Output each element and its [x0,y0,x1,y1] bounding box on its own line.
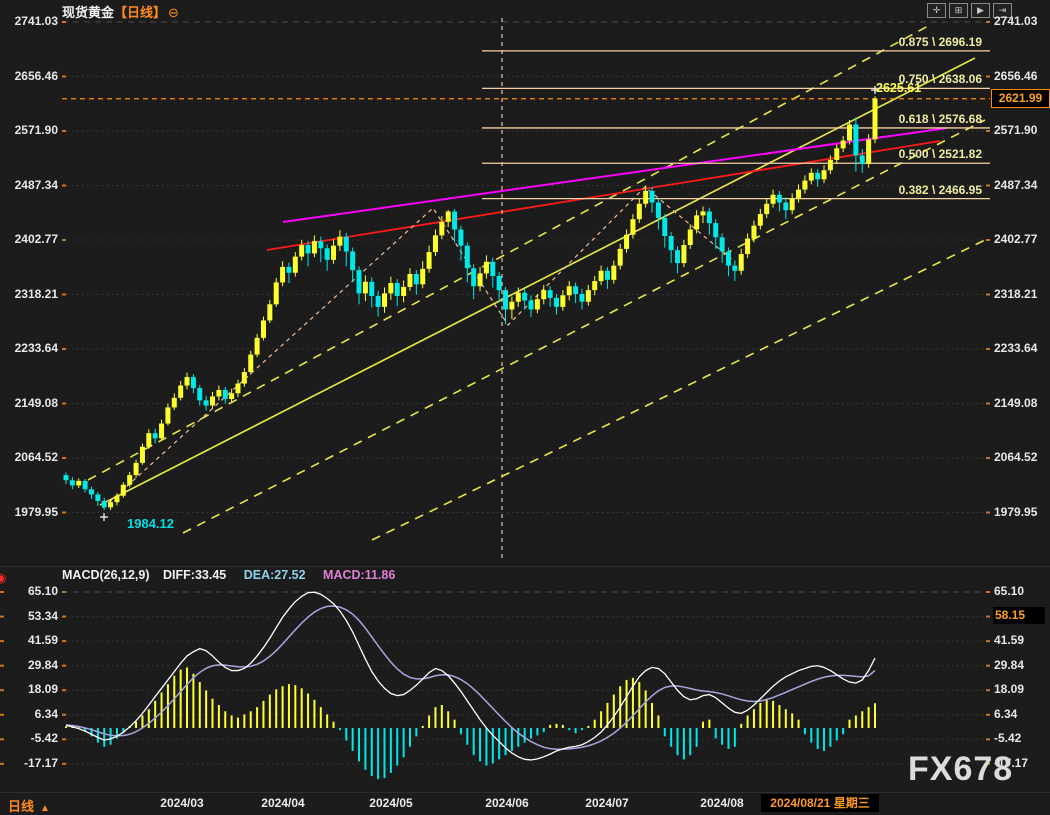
fib-level-label: 0.875 \ 2696.19 [898,34,982,49]
macd-axis-label-right: -5.42 [994,731,1022,746]
x-axis-month-label: 2024/07 [585,796,629,810]
fit-chart-icon[interactable]: ⊞ [949,3,968,18]
price-axis-label-right: 2741.03 [994,14,1038,28]
macd-axis-label-left: -5.42 [30,731,58,746]
price-axis-label-left: 2656.46 [14,68,58,83]
macd-current-badge: 58.15 [993,607,1045,624]
price-axis-label-left: 2318.21 [14,286,58,301]
macd-axis-label-right: 41.59 [994,633,1025,648]
x-axis-month-label: 2024/08 [700,796,744,810]
macd-diff-value: DIFF:33.45 [163,568,227,582]
macd-axis-label-left: -17.17 [23,755,58,770]
price-axis-label-right: 1979.95 [994,504,1038,519]
pan-icon[interactable]: ✛ [927,3,946,18]
macd-axis-label-left: 6.34 [34,706,58,721]
price-axis-label-left: 2064.52 [14,450,58,464]
price-axis-label-right: 2487.34 [994,177,1038,192]
fib-level-label: 0.750 \ 2638.06 [898,72,982,87]
macd-axis-label-left: 29.84 [27,657,58,672]
macd-axis-label-right: 65.10 [994,584,1025,598]
macd-axis-label-left: 53.34 [27,608,58,623]
timeframe-selector[interactable]: 日线 ▲ [8,796,50,815]
macd-axis-label-left: 41.59 [27,633,58,648]
current-price-badge: 2621.99 [991,89,1050,108]
swing-low-label: 1984.12 [127,516,174,531]
swing-high-label: 2625.61 [876,81,922,95]
price-axis-label-left: 2233.64 [14,341,58,355]
price-axis-label-right: 2149.08 [994,395,1038,410]
price-axis-label-left: 2149.08 [14,395,58,410]
macd-axis-label-left: 65.10 [27,584,58,598]
macd-axis-label-left: 18.09 [27,682,58,697]
macd-macd-value: MACD:11.86 [323,568,396,582]
macd-axis-label-right: 6.34 [994,706,1018,721]
symbol-name: 现货黄金 [62,5,115,20]
macd-dea-value: DEA:27.52 [243,568,306,582]
autoscale-icon[interactable]: ▶ [971,3,990,18]
scroll-to-end-icon[interactable]: ⇥ [993,3,1012,18]
panel-divider [0,566,1050,567]
triangle-up-icon: ▲ [40,803,50,814]
x-axis-month-label: 2024/03 [160,796,204,810]
period-tag: 【日线】 [114,5,167,20]
macd-axis-label-right: 18.09 [994,682,1025,697]
selected-date-badge: 2024/08/21 星期三 [761,794,879,812]
timeframe-label: 日线 [8,799,35,814]
x-axis-month-label: 2024/06 [485,796,529,810]
chart-title: 现货黄金【日线】 ⊖ [62,2,179,21]
price-axis-label-left: 2741.03 [14,14,58,28]
price-axis-label-left: 2487.34 [14,177,58,192]
price-axis-label-left: 1979.95 [14,504,58,519]
macd-axis-label-right: -17.17 [994,755,1029,770]
x-axis-month-label: 2024/05 [369,796,413,810]
price-axis-label-right: 2656.46 [994,68,1038,83]
x-axis-month-label: 2024/04 [261,796,305,810]
scroll-handle-icon[interactable]: ◉ [0,570,7,585]
fib-level-label: 0.500 \ 2521.82 [898,147,982,162]
macd-axis-label-right: 29.84 [994,657,1025,672]
price-axis-label-right: 2402.77 [994,232,1038,246]
window-controls: ✛ ⊞ ▶ ⇥ [927,3,1012,18]
brand-watermark: FX678 [908,750,1014,788]
fib-level-label: 0.382 \ 2466.95 [898,182,982,197]
bottom-bar-divider [0,792,1050,793]
collapse-icon[interactable]: ⊖ [168,5,179,20]
price-axis-label-right: 2571.90 [994,123,1038,137]
fib-level-label: 0.618 \ 2576.68 [898,111,982,126]
price-axis-label-left: 2402.77 [14,232,58,246]
price-axis-label-left: 2571.90 [14,123,58,137]
price-axis-label-right: 2233.64 [994,341,1038,355]
macd-params: MACD(26,12,9) [62,568,150,582]
price-axis-label-right: 2318.21 [994,286,1038,301]
macd-indicator-header: MACD(26,12,9) DIFF:33.45 DEA:27.52 MACD:… [62,568,395,582]
price-axis-label-right: 2064.52 [994,450,1038,464]
